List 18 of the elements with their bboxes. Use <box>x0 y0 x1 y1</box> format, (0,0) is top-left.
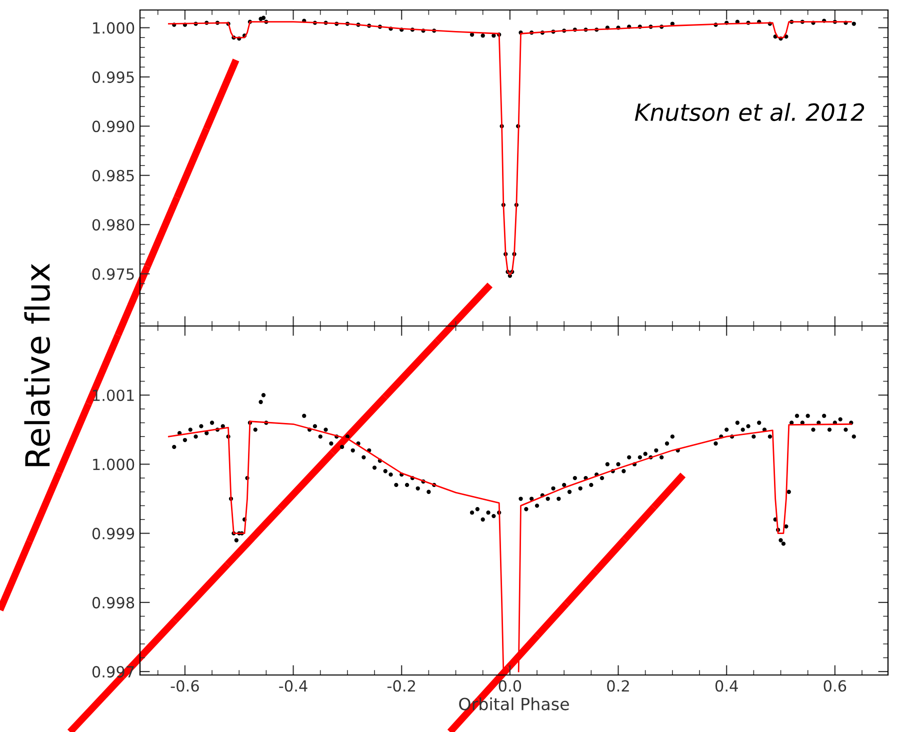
x-tick-label: 0.2 <box>607 680 629 692</box>
x-tick-label: 0.4 <box>715 680 738 692</box>
y-tick-label: 0.990 <box>92 120 134 132</box>
y-tick-label: 0.998 <box>92 596 134 608</box>
y-tick-label: 0.985 <box>92 170 134 182</box>
x-tick-label: 0.0 <box>498 680 522 692</box>
y-tick-label: 0.980 <box>92 219 134 231</box>
y-tick-label: 0.975 <box>92 268 134 280</box>
y-tick-label: 0.995 <box>92 71 134 83</box>
x-tick-label: 0.6 <box>824 680 846 692</box>
x-tick-label: -0.6 <box>170 680 199 692</box>
y-tick-label: 1.000 <box>93 22 134 34</box>
y-tick-label: 1.000 <box>93 458 134 470</box>
annotation: Knutson et al. 2012 <box>634 102 864 122</box>
y-tick-label: 0.999 <box>92 528 134 540</box>
x-tick-label: -0.4 <box>279 680 308 692</box>
x-tick-label: -0.2 <box>387 680 415 692</box>
y-axis-title: Relative flux <box>24 264 50 466</box>
